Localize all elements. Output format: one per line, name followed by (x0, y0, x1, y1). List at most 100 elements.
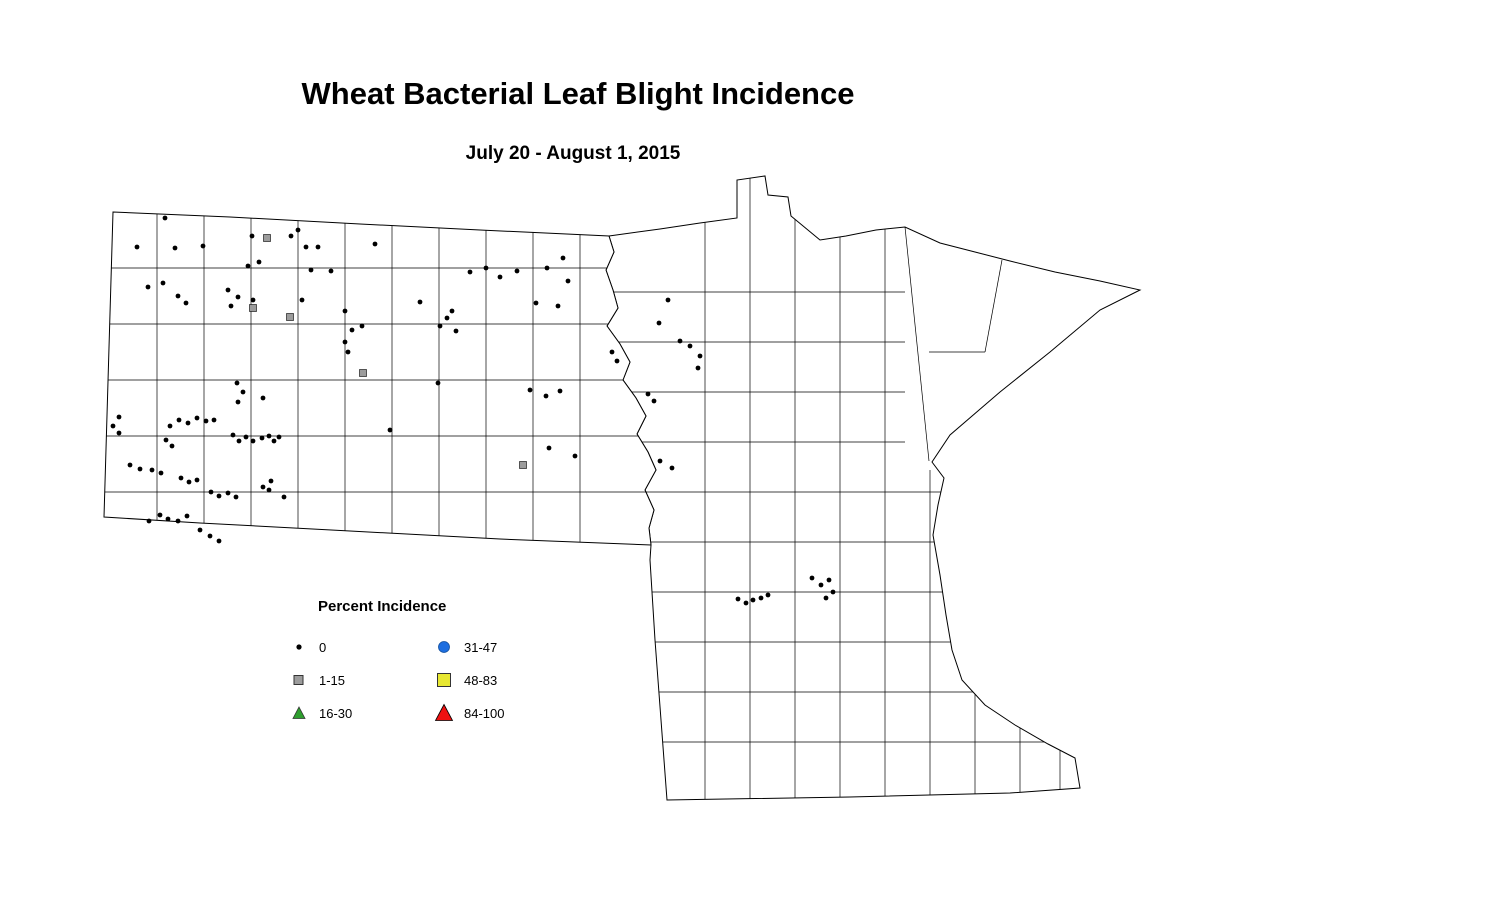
map-point (560, 255, 566, 261)
map-point (697, 353, 703, 359)
map-point (162, 215, 168, 221)
legend-title: Percent Incidence (318, 598, 447, 615)
legend-item-label: 48-83 (464, 672, 498, 688)
legend-item-16-30: 16-30 (288, 701, 433, 725)
map-point (235, 399, 241, 405)
map-point (417, 299, 423, 305)
legend-item-label: 0 (319, 639, 327, 655)
map-point (211, 417, 217, 423)
map-point (735, 596, 741, 602)
map-point (453, 328, 459, 334)
map-point (225, 490, 231, 496)
map-point (669, 465, 675, 471)
map-point (184, 513, 190, 519)
map-point (266, 487, 272, 493)
map-point (308, 267, 314, 273)
legend-item-label: 84-100 (464, 705, 505, 721)
map-point (207, 533, 213, 539)
map-point (345, 349, 351, 355)
map-point (555, 303, 561, 309)
map-point (565, 278, 571, 284)
map-point (165, 516, 171, 522)
map-point (342, 308, 348, 314)
map-point (514, 268, 520, 274)
map-point (157, 512, 163, 518)
map-point (543, 393, 549, 399)
map-point (245, 263, 251, 269)
map-point (225, 287, 231, 293)
map-point (656, 320, 662, 326)
map-point (145, 284, 151, 290)
north-dakota-county-grid (104, 212, 656, 545)
map-point (233, 494, 239, 500)
map-point (544, 265, 550, 271)
square-symbol-icon (293, 675, 304, 685)
map-point (260, 395, 266, 401)
map-point (614, 358, 620, 364)
map-point (315, 244, 321, 250)
map-point (359, 369, 367, 377)
map-point (750, 597, 756, 603)
map-point (116, 414, 122, 420)
map-point (572, 453, 578, 459)
legend: Percent Incidence 0 31-47 1-15 (288, 598, 608, 725)
map-point (435, 380, 441, 386)
map-point (303, 244, 309, 250)
map-point (533, 300, 539, 306)
map-point (281, 494, 287, 500)
map-point (271, 438, 277, 444)
map-point (609, 349, 615, 355)
legend-item-31-47: 31-47 (433, 635, 588, 659)
legend-item-label: 31-47 (464, 639, 498, 655)
map-point (160, 280, 166, 286)
map-point (167, 423, 173, 429)
map-point (276, 434, 282, 440)
map-point (657, 458, 663, 464)
triangle-symbol-icon (292, 706, 306, 719)
map-point (158, 470, 164, 476)
map-point (743, 600, 749, 606)
map-point (695, 365, 701, 371)
map-point (256, 259, 262, 265)
map-point (194, 415, 200, 421)
map-point (178, 475, 184, 481)
map-point (519, 461, 527, 469)
map-point (228, 303, 234, 309)
map-point (268, 478, 274, 484)
map-title: Wheat Bacterial Leaf Blight Incidence (301, 76, 855, 111)
map-point (249, 304, 257, 312)
map-point (295, 227, 301, 233)
map-point (687, 343, 693, 349)
map-point (186, 479, 192, 485)
map-point (197, 527, 203, 533)
map-point (110, 423, 116, 429)
map-point (758, 595, 764, 601)
map-point (259, 435, 265, 441)
map-point (240, 389, 246, 395)
map-point (546, 445, 552, 451)
map-point (194, 477, 200, 483)
map-point (260, 484, 266, 490)
map-point (830, 589, 836, 595)
map-point (557, 388, 563, 394)
map-point (483, 265, 489, 271)
map-point (243, 434, 249, 440)
map-point (372, 241, 378, 247)
map-point (116, 430, 122, 436)
map-point (809, 575, 815, 581)
map-subtitle: July 20 - August 1, 2015 (465, 143, 681, 164)
map-point (263, 234, 271, 242)
map-point (765, 592, 771, 598)
map-point (137, 466, 143, 472)
legend-item-84-100: 84-100 (433, 701, 588, 725)
legend-item-0: 0 (288, 635, 433, 659)
large-square-symbol-icon (437, 673, 451, 687)
map-point (250, 297, 256, 303)
map-point (163, 437, 169, 443)
map-point (200, 243, 206, 249)
minnesota-outline (605, 175, 1142, 801)
map-point (328, 268, 334, 274)
map-point (665, 297, 671, 303)
circle-symbol-icon (438, 641, 450, 653)
